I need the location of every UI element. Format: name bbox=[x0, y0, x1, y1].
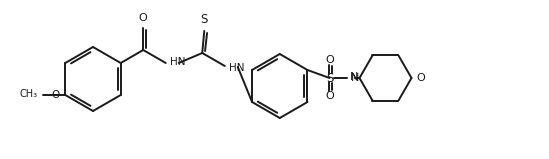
Text: N: N bbox=[350, 72, 358, 82]
Text: CH₃: CH₃ bbox=[19, 89, 37, 99]
Text: O: O bbox=[325, 55, 334, 65]
Text: HN: HN bbox=[170, 57, 185, 67]
Text: O: O bbox=[51, 90, 59, 100]
Text: O: O bbox=[417, 73, 425, 83]
Text: O: O bbox=[325, 91, 334, 101]
Text: N: N bbox=[350, 73, 359, 83]
Text: HN: HN bbox=[229, 63, 244, 73]
Text: O: O bbox=[139, 13, 148, 23]
Text: S: S bbox=[200, 13, 208, 26]
Text: S: S bbox=[326, 72, 333, 84]
